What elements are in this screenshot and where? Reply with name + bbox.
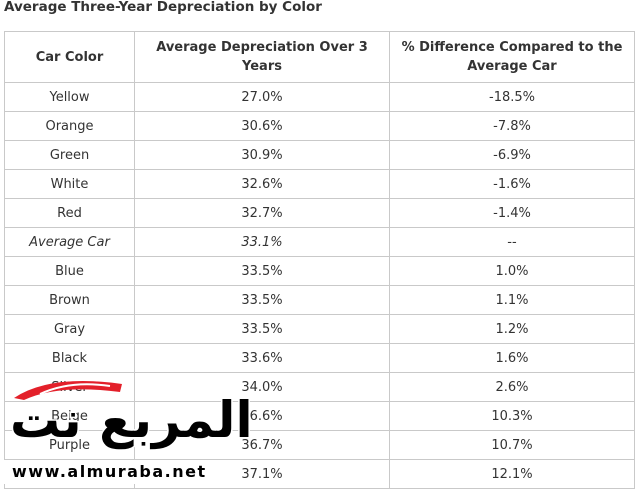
difference-cell: 12.1% (389, 459, 635, 489)
car-color-cell: Gray (4, 314, 135, 344)
car-color-cell: White (4, 169, 135, 199)
depreciation-cell: 32.6% (134, 169, 390, 199)
table-row: Beige 36.6% 10.3% (4, 401, 635, 431)
difference-cell: -1.4% (389, 198, 635, 228)
depreciation-cell: 33.6% (134, 343, 390, 373)
table-row: Gray 33.5% 1.2% (4, 314, 635, 344)
depreciation-cell: 33.1% (134, 227, 390, 257)
car-color-cell: Average Car (4, 227, 135, 257)
page-title: Average Three-Year Depreciation by Color (4, 0, 322, 15)
table-row: Red 32.7% -1.4% (4, 198, 635, 228)
difference-cell: -18.5% (389, 82, 635, 112)
difference-cell: 1.1% (389, 285, 635, 315)
car-color-cell: Green (4, 140, 135, 170)
difference-cell: 2.6% (389, 372, 635, 402)
car-color-cell: Blue (4, 256, 135, 286)
table-row: Yellow 27.0% -18.5% (4, 82, 635, 112)
depreciation-cell: 33.5% (134, 285, 390, 315)
table-row-average-car: Average Car 33.1% -- (4, 227, 635, 257)
difference-cell: 1.2% (389, 314, 635, 344)
difference-cell: 10.7% (389, 430, 635, 460)
car-color-cell: Red (4, 198, 135, 228)
depreciation-cell: 36.7% (134, 430, 390, 460)
depreciation-cell: 33.5% (134, 256, 390, 286)
table-row: Orange 30.6% -7.8% (4, 111, 635, 141)
header-car-color: Car Color (4, 31, 135, 83)
car-color-cell: Orange (4, 111, 135, 141)
depreciation-table: Car Color Average Depreciation Over 3 Ye… (4, 31, 635, 489)
car-color-cell: Brown (4, 285, 135, 315)
car-color-cell: Yellow (4, 82, 135, 112)
table-row: Brown 33.5% 1.1% (4, 285, 635, 315)
table-header-row: Car Color Average Depreciation Over 3 Ye… (4, 31, 635, 83)
header-percent-difference: % Difference Compared to the Average Car (389, 31, 635, 83)
difference-cell: -1.6% (389, 169, 635, 199)
depreciation-cell: 30.6% (134, 111, 390, 141)
depreciation-cell: 34.0% (134, 372, 390, 402)
difference-cell: 1.0% (389, 256, 635, 286)
table-row: White 32.6% -1.6% (4, 169, 635, 199)
car-color-cell: Purple (4, 430, 135, 460)
header-average-depreciation: Average Depreciation Over 3 Years (134, 31, 390, 83)
depreciation-cell: 30.9% (134, 140, 390, 170)
difference-cell: 10.3% (389, 401, 635, 431)
depreciation-cell: 32.7% (134, 198, 390, 228)
watermark-logo-text: المربع نت (9, 390, 257, 451)
table-row: Green 30.9% -6.9% (4, 140, 635, 170)
logo-swoosh-icon (14, 381, 122, 400)
difference-cell: -7.8% (389, 111, 635, 141)
car-color-cell: Beige (4, 401, 135, 431)
difference-cell: -6.9% (389, 140, 635, 170)
depreciation-cell: 33.5% (134, 314, 390, 344)
watermark-url: www.almuraba.net (4, 460, 232, 484)
difference-cell: 1.6% (389, 343, 635, 373)
table-row: Blue 33.5% 1.0% (4, 256, 635, 286)
table-row: Black 33.6% 1.6% (4, 343, 635, 373)
car-color-cell: Black (4, 343, 135, 373)
table-row: Purple 36.7% 10.7% (4, 430, 635, 460)
depreciation-cell: 27.0% (134, 82, 390, 112)
watermark: المربع نت www.almuraba.net (0, 368, 257, 490)
difference-cell: -- (389, 227, 635, 257)
